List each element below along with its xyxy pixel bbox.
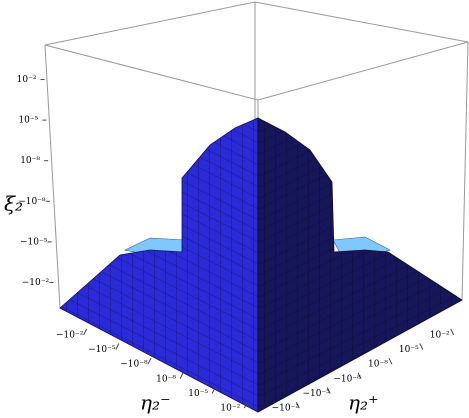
y-tick-label: −10⁻² <box>272 404 300 414</box>
z-axis-label: ξ₂ <box>4 192 23 216</box>
tick-mark <box>115 343 120 350</box>
x-tick-label: −10⁻² <box>56 330 84 340</box>
y-tick-label: 10⁻⁵ <box>399 345 419 355</box>
x-tick-label: 10⁻⁵ <box>188 389 208 399</box>
tick-mark <box>419 343 424 350</box>
z-tick-label: 10⁻² <box>17 75 37 85</box>
x-tick-label: −10⁻⁸ <box>120 360 148 370</box>
z-tick-label: −10⁻⁸ <box>18 197 46 207</box>
tick-mark <box>357 372 362 380</box>
surface <box>59 117 463 413</box>
z-tick-label: −10⁻² <box>22 278 50 288</box>
y-tick-label: 10⁻⁸ <box>368 360 388 370</box>
z-tick-label: 10⁻⁵ <box>18 116 38 126</box>
z-tick-label: −10⁻⁵ <box>20 237 48 247</box>
tick-mark <box>83 328 88 336</box>
y-tick-label: −10⁻⁵ <box>302 389 330 399</box>
y-axis-label: η₂⁺ <box>348 391 379 415</box>
z-tick-label: 10⁻⁸ <box>20 156 40 166</box>
x-tick-label: 10⁻⁸ <box>156 374 176 384</box>
tick-mark <box>243 401 248 409</box>
tick-mark <box>388 357 393 365</box>
x-tick-label: 10⁻² <box>220 404 240 414</box>
tick-mark <box>295 401 300 409</box>
tick-mark <box>179 372 184 380</box>
tick-mark <box>450 328 455 336</box>
x-axis-label: η₂⁻ <box>140 391 171 415</box>
x-tick-label: −10⁻⁵ <box>88 345 116 355</box>
y-tick-label: 10⁻² <box>430 330 450 340</box>
tick-mark <box>211 387 216 394</box>
y-tick-label: −10⁻⁸ <box>333 374 361 384</box>
tick-mark <box>147 357 152 365</box>
tick-mark <box>326 387 331 394</box>
